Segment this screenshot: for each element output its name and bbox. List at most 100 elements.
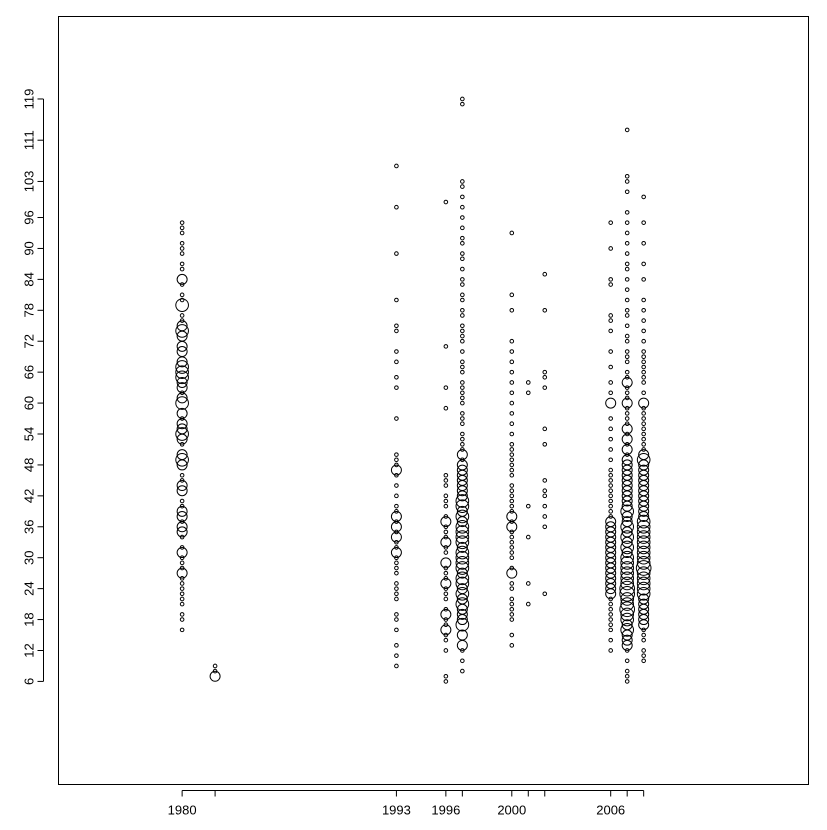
data-point xyxy=(175,365,189,379)
data-point xyxy=(179,472,185,478)
data-point xyxy=(176,449,188,461)
data-point xyxy=(509,369,515,375)
data-point xyxy=(636,514,651,529)
data-point xyxy=(506,510,518,522)
data-point xyxy=(443,550,449,555)
data-point xyxy=(608,606,613,612)
data-point xyxy=(179,240,185,246)
data-point xyxy=(542,271,548,277)
data-point xyxy=(608,364,613,370)
data-point xyxy=(641,648,646,653)
data-point xyxy=(509,606,515,612)
data-point xyxy=(394,591,399,597)
data-point xyxy=(542,503,548,509)
data-point xyxy=(176,320,188,332)
data-point xyxy=(641,637,646,643)
data-point xyxy=(179,596,185,602)
data-point xyxy=(641,447,646,452)
y-tick-label: 84 xyxy=(22,272,37,286)
data-point xyxy=(641,240,646,246)
data-point xyxy=(394,617,399,622)
data-point xyxy=(394,416,399,421)
data-point xyxy=(394,297,399,303)
data-point xyxy=(175,360,189,374)
y-tick-label: 72 xyxy=(22,334,37,348)
data-point xyxy=(636,566,651,581)
data-point xyxy=(460,307,465,313)
data-point xyxy=(440,624,452,636)
data-point xyxy=(455,509,470,524)
data-point xyxy=(509,509,515,514)
data-point xyxy=(509,442,515,447)
data-point xyxy=(440,536,452,548)
data-point xyxy=(608,277,613,282)
data-point xyxy=(443,606,449,612)
x-tick-label: 2006 xyxy=(596,803,625,818)
data-point xyxy=(624,287,630,292)
data-point xyxy=(608,220,613,225)
data-point xyxy=(636,535,651,550)
data-point xyxy=(608,318,613,323)
y-axis: 6 12 18 24 30 36 42 48 54 60 66 72 78 84 90 96 103 111 119 xyxy=(22,89,44,685)
data-point xyxy=(460,436,465,442)
data-point xyxy=(641,390,646,396)
data-point xyxy=(525,581,531,586)
data-point xyxy=(460,349,465,354)
y-tick-label: 42 xyxy=(22,489,37,503)
data-point xyxy=(638,449,650,461)
data-point xyxy=(179,225,185,231)
data-point xyxy=(179,230,185,236)
data-point xyxy=(460,421,465,426)
data-point xyxy=(176,423,188,435)
data-point xyxy=(621,516,633,528)
data-point xyxy=(460,313,465,318)
data-point xyxy=(608,478,613,483)
data-point xyxy=(509,555,515,561)
data-point xyxy=(509,307,515,313)
data-point xyxy=(525,390,531,396)
data-point xyxy=(443,385,449,390)
data-point xyxy=(509,617,515,622)
y-tick-label: 54 xyxy=(22,427,37,441)
data-point xyxy=(456,464,468,476)
data-point xyxy=(542,426,548,432)
data-point xyxy=(641,380,646,385)
data-point xyxy=(509,586,515,591)
data-point xyxy=(608,509,613,514)
data-point xyxy=(460,240,465,246)
data-point xyxy=(509,550,515,555)
data-point xyxy=(619,585,636,602)
data-point xyxy=(179,261,185,267)
data-point xyxy=(636,571,651,586)
data-point xyxy=(624,313,630,318)
data-point xyxy=(460,369,465,375)
data-point xyxy=(460,447,465,452)
data-point xyxy=(542,442,548,447)
data-point xyxy=(460,184,465,189)
data-point xyxy=(443,637,449,643)
data-point xyxy=(641,375,646,380)
data-point xyxy=(460,364,465,370)
data-point xyxy=(212,668,218,674)
data-point xyxy=(440,516,452,528)
data-point xyxy=(394,385,399,390)
data-point xyxy=(455,525,470,539)
data-point xyxy=(456,449,468,461)
data-point xyxy=(175,427,189,441)
data-point xyxy=(509,411,515,416)
data-point xyxy=(641,307,646,313)
data-point xyxy=(179,292,185,298)
data-point xyxy=(608,282,613,287)
data-point xyxy=(636,576,651,591)
data-point xyxy=(460,215,465,220)
data-point xyxy=(455,535,470,550)
data-point xyxy=(641,359,646,365)
data-point xyxy=(179,498,185,504)
data-point xyxy=(179,318,185,323)
data-point xyxy=(641,658,646,664)
y-tick-label: 119 xyxy=(22,89,37,110)
data-point xyxy=(175,370,189,385)
data-point xyxy=(608,637,613,643)
data-point xyxy=(608,514,613,519)
data-point xyxy=(176,485,188,497)
